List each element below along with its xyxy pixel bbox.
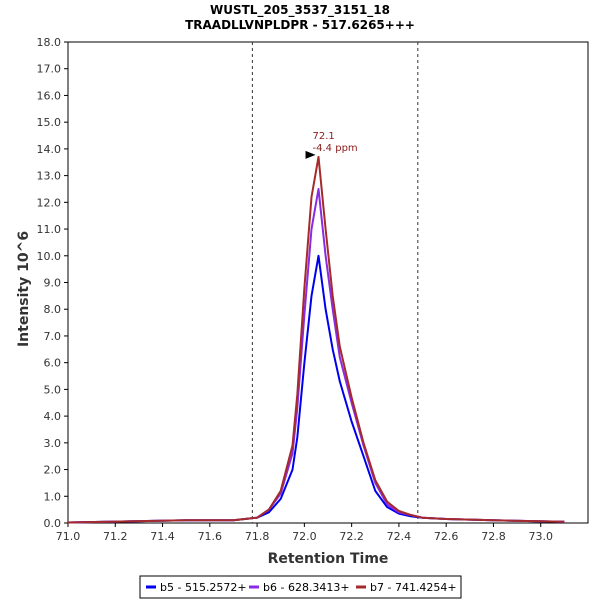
x-tick-label: 71.6 (198, 530, 223, 543)
y-tick-label: 5.0 (44, 383, 62, 396)
legend-label: b7 - 741.4254+ (370, 581, 457, 594)
y-tick-label: 14.0 (37, 143, 62, 156)
x-axis: 71.0 71.2 71.4 71.6 71.8 72.0 72.2 72.4 72.6 72.8… (56, 523, 553, 543)
y-tick-label: 8.0 (44, 303, 62, 316)
plot-area (68, 42, 588, 523)
legend-items: b5 - 515.2572+ b6 - 628.3413+ b7 - 741.425… (146, 581, 457, 594)
x-tick-label: 72.0 (292, 530, 317, 543)
y-tick-label: 18.0 (37, 36, 62, 49)
peak-annotation-ppm: -4.4 ppm (313, 143, 358, 154)
y-axis: 0.0 1.0 2.0 3.0 4.0 5.0 6.0 7.0 8.0 9.0 10.0 11.0 12… (37, 36, 69, 530)
x-tick-label: 72.6 (434, 530, 459, 543)
chart-title: WUSTL_205_3537_3151_18 (210, 3, 390, 18)
y-tick-label: 1.0 (44, 490, 62, 503)
y-tick-label: 9.0 (44, 277, 62, 290)
y-tick-label: 0.0 (44, 517, 62, 530)
legend-label: b5 - 515.2572+ (160, 581, 247, 594)
x-tick-label: 73.0 (528, 530, 553, 543)
x-tick-label: 72.2 (339, 530, 364, 543)
y-tick-label: 2.0 (44, 464, 62, 477)
y-tick-label: 6.0 (44, 357, 62, 370)
y-tick-label: 10.0 (37, 250, 62, 263)
y-tick-label: 13.0 (37, 170, 62, 183)
y-tick-label: 11.0 (37, 223, 62, 236)
y-tick-label: 4.0 (44, 410, 62, 423)
y-tick-label: 3.0 (44, 437, 62, 450)
x-tick-label: 71.8 (245, 530, 270, 543)
y-axis-label: Intensity 10^6 (16, 231, 32, 347)
y-tick-label: 12.0 (37, 196, 62, 209)
y-tick-label: 16.0 (37, 89, 62, 102)
y-tick-label: 15.0 (37, 116, 62, 129)
x-tick-label: 71.0 (56, 530, 81, 543)
legend-label: b6 - 628.3413+ (263, 581, 350, 594)
x-axis-label: Retention Time (268, 551, 389, 567)
y-tick-label: 7.0 (44, 330, 62, 343)
peak-annotation-rt: 72.1 (313, 131, 335, 142)
y-tick-label: 17.0 (37, 63, 62, 76)
x-tick-label: 71.4 (150, 530, 175, 543)
x-tick-label: 72.8 (481, 530, 506, 543)
x-tick-label: 71.2 (103, 530, 128, 543)
x-tick-label: 72.4 (387, 530, 412, 543)
chart-subtitle: TRAADLLVNPLDPR - 517.6265+++ (185, 18, 415, 32)
